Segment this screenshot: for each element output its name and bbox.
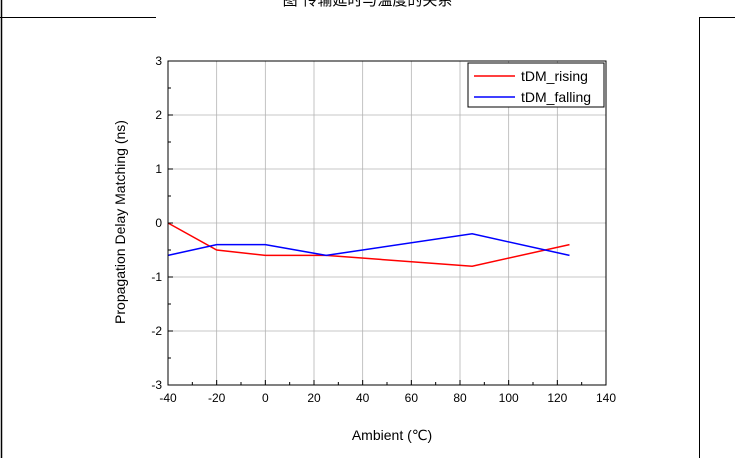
x-tick-label: 80	[453, 391, 467, 405]
y-tick-label: 1	[155, 162, 162, 176]
x-tick-label: 120	[547, 391, 567, 405]
legend-label-tdm-rising: tDM_rising	[521, 68, 588, 84]
y-tick-label: -1	[151, 270, 162, 284]
x-tick-label: -40	[159, 391, 177, 405]
series-line-tdm-rising	[167, 222, 570, 267]
x-tick-label: -20	[208, 391, 226, 405]
figure-caption-text: 图 传输延时与温度的关系	[282, 0, 453, 9]
legend: tDM_rising tDM_falling	[467, 62, 605, 108]
figure-caption: 图 传输延时与温度的关系	[0, 0, 735, 17]
tick-labels: -40 -20 0 20 40 60 80 100 120 140 -3 -2 -1 0 1 2 3	[151, 54, 616, 405]
series-line-tdm-falling	[167, 233, 570, 257]
x-tick-label: 20	[307, 391, 321, 405]
x-tick-label: 60	[405, 391, 419, 405]
axis-ticks	[167, 60, 607, 386]
y-tick-label: -2	[151, 324, 162, 338]
y-tick-label: 2	[155, 108, 162, 122]
y-tick-label: 3	[155, 54, 162, 68]
y-axis-label: Propagation Delay Matching (ns)	[112, 120, 128, 324]
y-tick-label: -3	[151, 378, 162, 392]
legend-box	[467, 62, 605, 108]
grid-lines	[168, 61, 606, 385]
x-tick-label: 0	[262, 391, 269, 405]
legend-label-tdm-falling: tDM_falling	[521, 89, 591, 105]
x-axis-label: Ambient (℃)	[352, 427, 432, 443]
x-tick-label: 40	[356, 391, 370, 405]
x-tick-label: 100	[499, 391, 519, 405]
x-tick-label: 140	[596, 391, 616, 405]
y-tick-label: 0	[155, 216, 162, 230]
series-layer	[167, 222, 570, 267]
